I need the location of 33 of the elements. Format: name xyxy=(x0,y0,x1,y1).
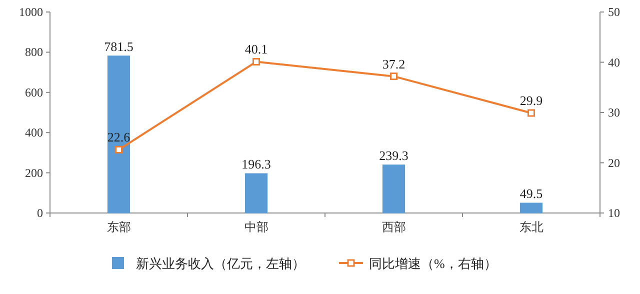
y2-tick-label: 30 xyxy=(608,106,620,120)
legend-label: 新兴业务收入（亿元，左轴） xyxy=(136,256,305,271)
data-label: 781.5 xyxy=(104,38,134,54)
y-tick-label: 400 xyxy=(25,126,43,140)
y-tick-label: 200 xyxy=(25,166,43,180)
y-tick-label: 0 xyxy=(37,206,43,220)
data-label: 40.1 xyxy=(244,42,268,57)
point xyxy=(390,72,398,80)
y2-tick-label: 50 xyxy=(608,5,620,19)
y2-tick-label: 10 xyxy=(608,206,620,220)
point xyxy=(252,58,260,66)
y-tick-label: 800 xyxy=(25,45,43,60)
data-label: 239.3 xyxy=(379,148,408,163)
bar xyxy=(244,173,268,214)
legend-label: 同比增速（%，右轴） xyxy=(369,256,497,271)
y2-tick-label: 20 xyxy=(608,156,620,170)
y-tick-label: 1000 xyxy=(19,5,43,19)
x-tick-label: 西部 xyxy=(382,220,406,234)
x-tick-label: 东北 xyxy=(519,220,544,234)
bar xyxy=(382,164,406,214)
y2-tick-label: 40 xyxy=(608,55,620,70)
data-label: 49.5 xyxy=(520,186,543,202)
y-tick-label: 600 xyxy=(25,85,43,100)
data-label: 22.6 xyxy=(107,130,131,145)
data-label: 29.9 xyxy=(520,93,543,108)
x-tick-label: 中部 xyxy=(244,220,268,234)
data-label: 37.2 xyxy=(382,56,406,72)
bar xyxy=(520,202,543,214)
point xyxy=(528,109,535,117)
bar xyxy=(107,56,130,214)
data-label: 196.3 xyxy=(242,156,271,172)
x-tick-label: 东部 xyxy=(106,220,131,234)
point xyxy=(115,146,122,154)
